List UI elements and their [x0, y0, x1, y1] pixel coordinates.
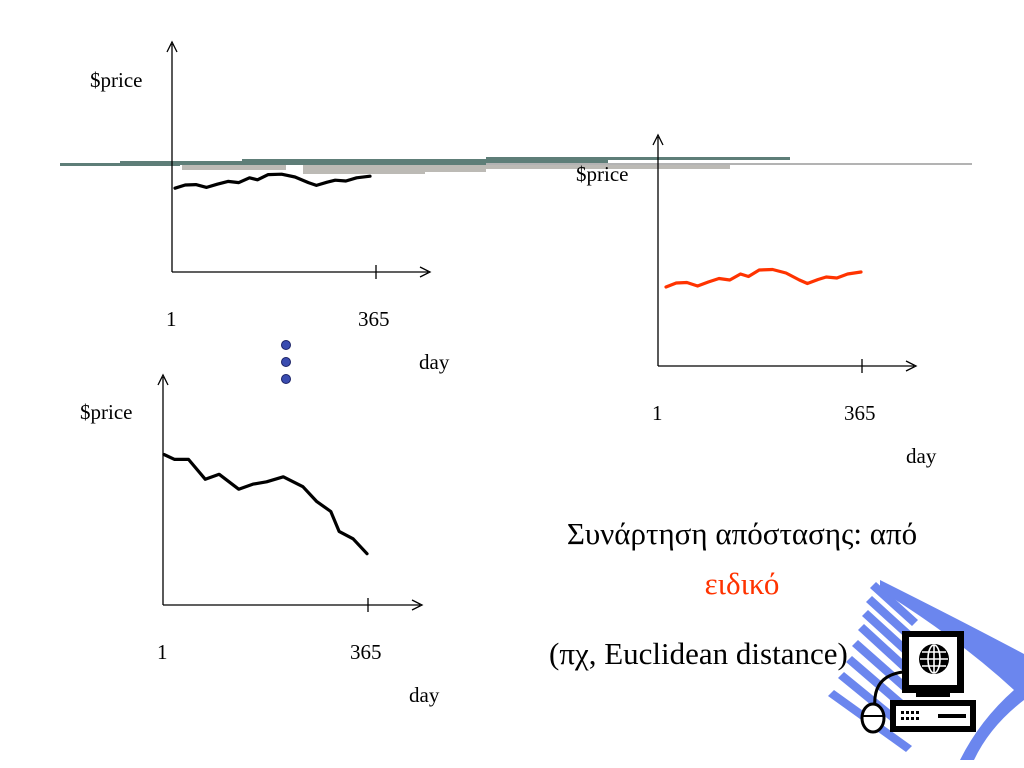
caption-line-3: (πχ, Euclidean distance)	[549, 636, 848, 671]
chart-2-y-label: $price	[80, 400, 133, 424]
stripe	[425, 165, 486, 172]
price-series-line	[162, 452, 369, 556]
caption-line-2: ειδικό	[704, 566, 780, 601]
chart-2-x-start: 1	[157, 640, 168, 664]
price-chart-bottom-left	[157, 373, 424, 612]
stripe	[242, 159, 486, 165]
chart-1-y-label: $price	[576, 162, 629, 186]
computer-clipart-icon	[828, 580, 1024, 760]
chart-2-x-end: 365	[350, 640, 382, 664]
stripe	[303, 165, 425, 174]
stripe	[486, 165, 730, 169]
stripe	[60, 163, 972, 165]
stripe	[182, 165, 286, 170]
caption-line-1: Συνάρτηση απόστασης: από	[566, 516, 918, 551]
y-axis-arrow-icon	[652, 133, 664, 146]
chart-0-x-start: 1	[166, 307, 177, 331]
price-series-line	[173, 172, 372, 190]
chart-0-y-label: $price	[90, 68, 143, 92]
decorative-stripes	[60, 157, 972, 174]
stripe	[120, 161, 242, 165]
stripe	[608, 157, 790, 160]
stripe	[486, 157, 608, 163]
price-series-line	[664, 267, 863, 289]
y-axis-arrow-icon	[166, 40, 178, 53]
price-chart-top-left	[166, 40, 432, 279]
x-axis-arrow-icon	[905, 360, 918, 372]
chart-1-x-end: 365	[844, 401, 876, 425]
chart-1-x-label: day	[906, 444, 937, 468]
chart-0-x-end: 365	[358, 307, 390, 331]
ellipsis-dots-icon	[281, 340, 291, 384]
y-axis-arrow-icon	[157, 373, 169, 386]
chart-0-x-label: day	[419, 350, 450, 374]
chart-1-x-start: 1	[652, 401, 663, 425]
chart-2-x-label: day	[409, 683, 440, 707]
x-axis-arrow-icon	[411, 599, 424, 611]
price-chart-right	[652, 133, 918, 373]
x-axis-arrow-icon	[419, 266, 432, 278]
